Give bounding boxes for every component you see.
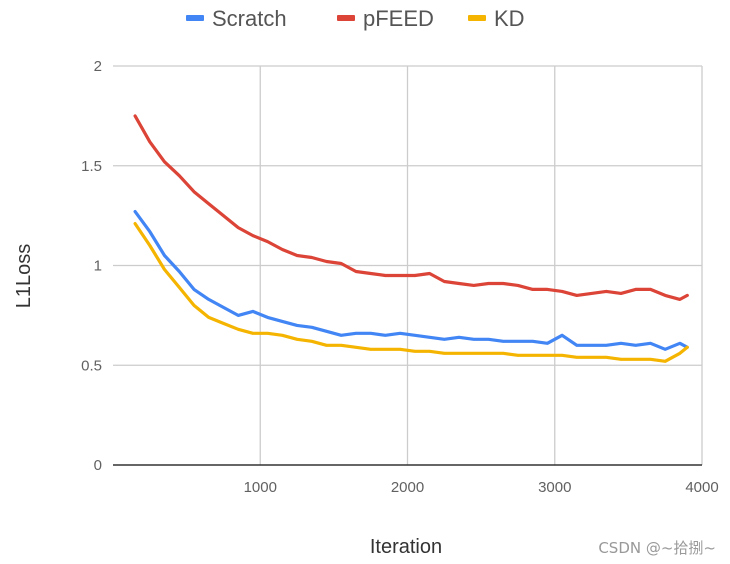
y-tick-label: 0.5	[81, 357, 102, 374]
series-lines	[133, 114, 689, 363]
y-axis-title: L1Loss	[13, 244, 35, 309]
legend-swatch-scratch	[186, 15, 204, 21]
legend-label-pfeed: pFEED	[363, 6, 434, 31]
x-tick-label: 3000	[538, 479, 571, 496]
y-tick-label: 2	[94, 58, 102, 75]
legend-label-kd: KD	[494, 6, 525, 31]
legend-label-scratch: Scratch	[212, 6, 287, 31]
x-tick-label: 4000	[685, 479, 718, 496]
y-tick-label: 0	[94, 457, 102, 474]
y-tick-label: 1	[94, 258, 102, 275]
x-tick-label: 2000	[391, 479, 424, 496]
series-line-scratch	[133, 210, 689, 351]
x-axis-title: Iteration	[370, 536, 442, 558]
series-line-kd	[133, 222, 689, 363]
series-line-pfeed	[133, 114, 689, 301]
legend: Scratch pFEED KD	[186, 6, 525, 31]
legend-swatch-kd	[468, 15, 486, 21]
axes: 0 0.5 1 1.5 2 1000 2000 3000 4000	[81, 58, 719, 496]
x-tick-label: 1000	[244, 479, 277, 496]
grid-lines	[113, 65, 703, 465]
y-tick-label: 1.5	[81, 158, 102, 175]
watermark: CSDN @~拾捌~	[598, 539, 716, 557]
legend-swatch-pfeed	[337, 15, 355, 21]
